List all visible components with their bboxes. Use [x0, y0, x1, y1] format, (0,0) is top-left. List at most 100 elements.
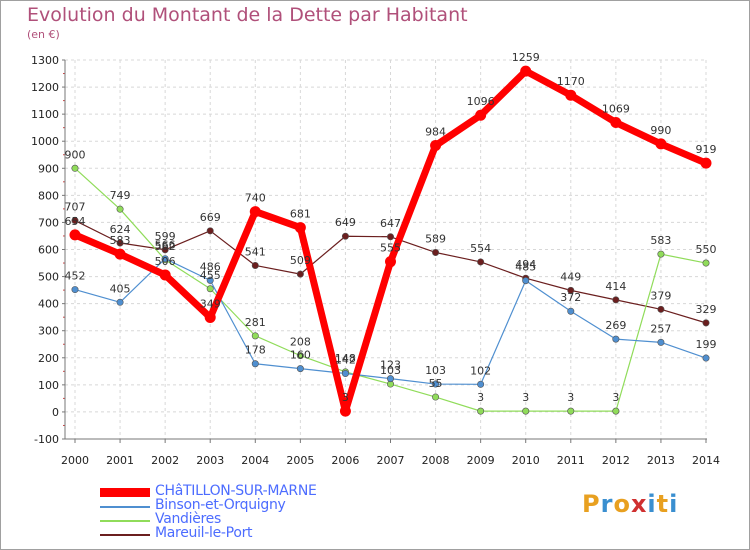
data-label: 3 [342, 391, 349, 404]
data-point [565, 89, 577, 101]
data-point [296, 352, 304, 360]
data-label: 405 [110, 282, 131, 295]
legend-swatch [100, 534, 150, 536]
legend-swatch [100, 488, 150, 497]
data-label: 707 [65, 201, 86, 214]
data-label: 654 [65, 215, 86, 228]
data-point [567, 307, 575, 315]
data-label: 485 [515, 261, 536, 274]
data-point [475, 109, 487, 121]
xtick-label: 2011 [557, 454, 585, 467]
chart-title: Evolution du Montant de la Dette par Hab… [27, 4, 468, 26]
data-label: 589 [425, 232, 446, 245]
data-label: 647 [380, 217, 401, 230]
data-label: 414 [605, 280, 626, 293]
data-point [477, 380, 485, 388]
data-label: 749 [110, 189, 131, 202]
data-point [520, 65, 532, 77]
data-point [204, 311, 216, 323]
data-label: 269 [605, 319, 626, 332]
data-point [702, 354, 710, 362]
data-label: 509 [290, 254, 311, 267]
legend-label: Mareuil-le-Port [155, 525, 253, 541]
data-label: 649 [335, 216, 356, 229]
data-point [296, 270, 304, 278]
data-label: 199 [696, 338, 717, 351]
data-point [249, 206, 261, 218]
data-label: 3 [567, 391, 574, 404]
data-label: 566 [155, 239, 176, 252]
data-label: 123 [380, 359, 401, 372]
ytick-label: 1200 [31, 81, 59, 94]
data-label: 55 [429, 377, 443, 390]
chart-subtitle: (en €) [27, 28, 60, 41]
data-label: 3 [522, 391, 529, 404]
data-label: 379 [650, 289, 671, 302]
data-point [385, 256, 396, 268]
data-point [610, 117, 622, 129]
data-point [159, 269, 171, 281]
data-label: 160 [290, 349, 311, 362]
ytick-label: 300 [38, 325, 59, 338]
data-point [161, 246, 169, 254]
xtick-label: 2006 [331, 454, 359, 467]
data-label: 349 [200, 297, 221, 310]
data-point [657, 338, 665, 346]
data-label: 3 [477, 391, 484, 404]
ytick-label: 700 [38, 216, 59, 229]
data-point [251, 360, 259, 368]
data-label: 103 [425, 364, 446, 377]
data-point [657, 305, 665, 313]
data-point [386, 375, 394, 383]
ytick-label: 1100 [31, 108, 59, 121]
data-point [702, 319, 710, 327]
data-label: 494 [515, 258, 536, 271]
data-label: 142 [335, 353, 356, 366]
data-point [206, 227, 214, 235]
xtick-label: 2010 [512, 454, 540, 467]
legend-swatch [100, 506, 150, 508]
data-label: 257 [650, 322, 671, 335]
data-label: 555 [380, 242, 401, 255]
data-point [567, 286, 575, 294]
data-point [522, 407, 530, 415]
data-point [700, 157, 712, 169]
data-label: 681 [290, 208, 311, 221]
ytick-label: -100 [34, 433, 59, 446]
data-point [251, 261, 259, 269]
data-point [612, 407, 620, 415]
xtick-label: 2001 [106, 454, 134, 467]
xtick-label: 2009 [467, 454, 495, 467]
legend-label: CHâTILLON-SUR-MARNE [155, 483, 317, 499]
data-label: 554 [470, 242, 491, 255]
data-point [294, 222, 306, 234]
data-label: 449 [560, 270, 581, 283]
data-point [251, 332, 259, 340]
data-label: 900 [65, 148, 86, 161]
ytick-label: 200 [38, 352, 59, 365]
data-label: 599 [155, 230, 176, 243]
data-label: 452 [65, 270, 86, 283]
data-label: 3 [612, 391, 619, 404]
data-label: 919 [696, 143, 717, 156]
data-label: 1069 [602, 103, 630, 116]
data-point [161, 255, 169, 263]
data-point [567, 407, 575, 415]
data-label: 486 [200, 260, 221, 273]
data-point [116, 298, 124, 306]
data-label: 281 [245, 316, 266, 329]
ytick-label: 600 [38, 244, 59, 257]
data-point [116, 205, 124, 213]
data-point [477, 258, 485, 266]
data-point [702, 259, 710, 267]
data-point [655, 138, 667, 150]
xtick-label: 2005 [286, 454, 314, 467]
data-point [430, 140, 442, 152]
data-point [114, 248, 126, 260]
data-point [71, 286, 79, 294]
ytick-label: 900 [38, 162, 59, 175]
data-label: 583 [110, 234, 131, 247]
data-label: 329 [696, 303, 717, 316]
xtick-label: 2007 [377, 454, 405, 467]
data-label: 103 [380, 364, 401, 377]
